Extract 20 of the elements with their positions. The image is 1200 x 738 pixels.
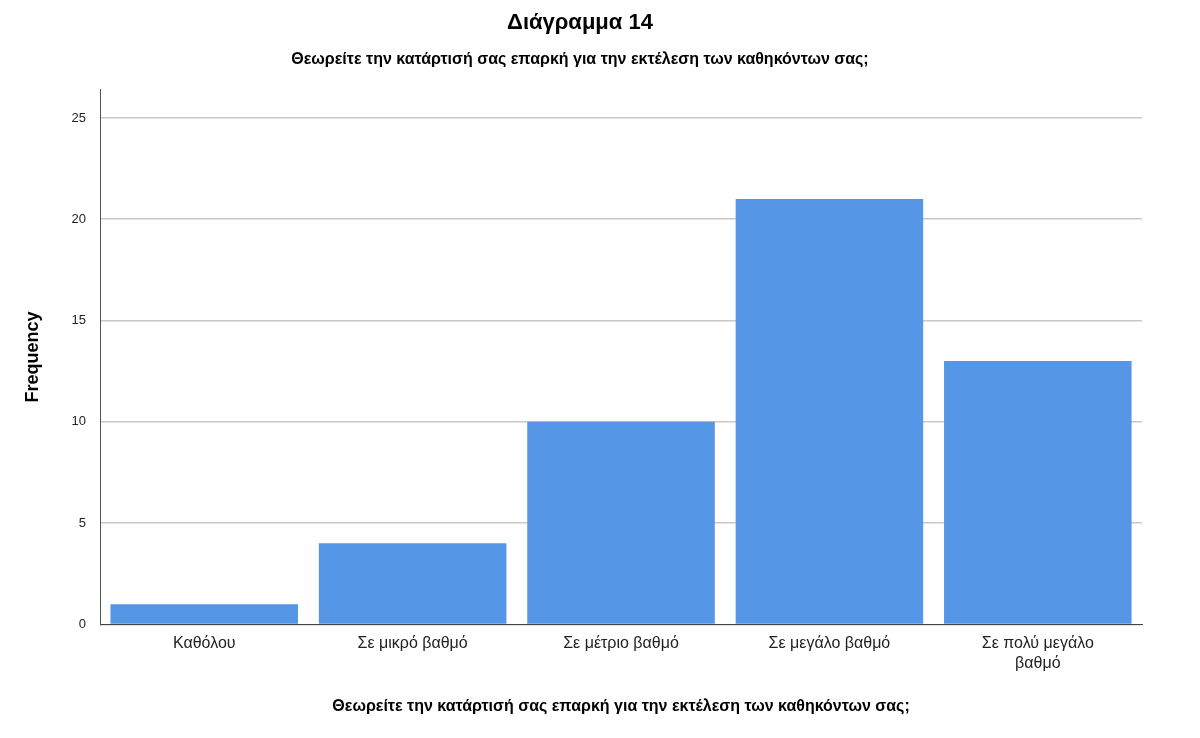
chart-title: Διάγραμμα 14 <box>507 9 654 35</box>
y-tick-label: 20 <box>71 210 87 226</box>
bar <box>944 361 1132 624</box>
x-tick-label: Σε πολύ μεγάλο βαθμό <box>981 634 1094 671</box>
bar <box>110 604 299 624</box>
x-tick-label: Σε μέτριο βαθμό <box>563 634 679 652</box>
y-tick-label: 25 <box>71 109 87 125</box>
y-tick-label: 0 <box>78 615 87 631</box>
y-tick-label: 10 <box>71 413 87 429</box>
bar <box>527 421 715 624</box>
y-axis-title: Frequency <box>21 311 42 403</box>
y-tick-label: 15 <box>71 312 87 328</box>
x-tick-label: Σε μεγάλο βαθμό <box>768 634 891 652</box>
x-axis-title: Θεωρείτε την κατάρτισή σας επαρκή για την εκτέλεση των καθηκόντων σας; <box>332 696 910 715</box>
x-tick-label: Σε μικρό βαθμό <box>357 634 468 652</box>
chart-subtitle: Θεωρείτε την κατάρτισή σας επαρκή για την εκτέλεση των καθηκόντων σας; <box>291 50 869 69</box>
x-tick-label: Καθόλου <box>172 634 236 652</box>
y-tick-label: 5 <box>78 514 87 530</box>
bar <box>318 543 507 624</box>
bar <box>735 198 924 624</box>
